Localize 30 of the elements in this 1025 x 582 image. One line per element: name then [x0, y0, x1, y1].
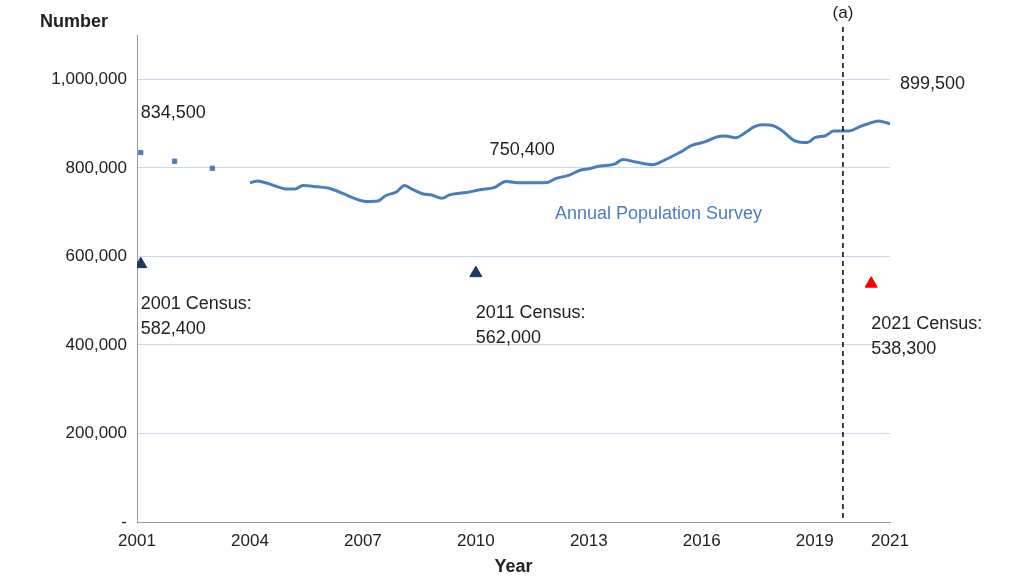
annotation: 750,400	[489, 138, 555, 159]
x-tick-label: 2016	[682, 530, 721, 550]
line-series	[248, 119, 890, 203]
x-tick-label: 2010	[456, 530, 495, 550]
point	[138, 149, 144, 156]
point	[864, 276, 878, 288]
annotation: 899,500	[900, 72, 966, 93]
y-axis-title: Number	[40, 11, 109, 31]
annotation: 2021 Census: 538,300	[871, 312, 983, 358]
point	[209, 165, 215, 171]
y-tick-label: 200,000	[65, 423, 127, 443]
series-label: Annual Population Survey	[554, 202, 763, 223]
x-tick-label: 2001	[118, 530, 156, 550]
ref-line-label: (a)	[832, 3, 854, 23]
y-tick-label: 600,000	[65, 246, 127, 266]
y-tick-label: 1,000,000	[51, 68, 127, 88]
x-tick-label: 2021	[871, 530, 909, 550]
y-tick-label: 800,000	[65, 157, 127, 177]
x-tick-label: 2013	[569, 530, 608, 550]
x-tick-label: 2007	[343, 530, 382, 550]
y-tick-label: 400,000	[65, 334, 127, 354]
x-tick-label: 2004	[231, 530, 269, 550]
annotation: 2001 Census: 582,400	[140, 293, 252, 339]
y-tick-label: -	[121, 511, 127, 531]
point	[172, 158, 178, 164]
annotation: 2011 Census: 562,000	[475, 302, 586, 348]
annotation: 834,500	[140, 101, 206, 122]
x-tick-label: 2019	[795, 530, 834, 550]
x-axis-title: Year	[494, 556, 533, 577]
point	[469, 265, 483, 278]
